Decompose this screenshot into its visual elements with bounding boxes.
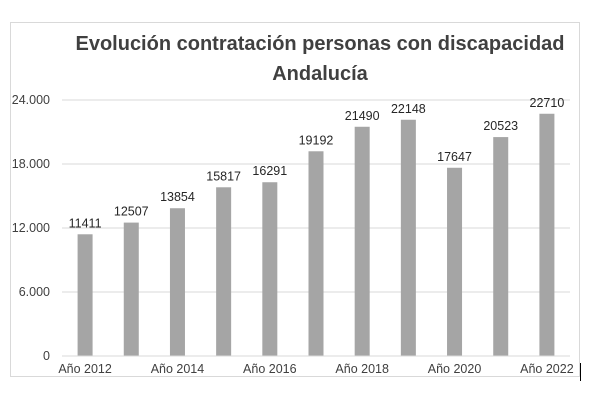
y-tick-label: 12.000: [12, 221, 50, 235]
chart-title-line-1: Evolución contratación personas con disc…: [75, 33, 564, 55]
bar-value-label: 17647: [437, 150, 472, 164]
x-tick-label: Año 2012: [58, 362, 112, 376]
x-axis: Año 2012 Año 2014 Año 2016 Año 2018 Año 2020…: [58, 355, 574, 376]
bar-value-label: 22148: [391, 102, 426, 116]
bar: [400, 119, 416, 356]
y-tick-label: 24.000: [12, 93, 50, 107]
bar: [354, 126, 370, 356]
text-cursor: [580, 363, 581, 381]
bar: [447, 167, 463, 356]
bar-value-label: 19192: [299, 133, 334, 147]
bar: [308, 151, 324, 356]
x-tick-label: Año 2022: [520, 362, 574, 376]
bars: [77, 113, 555, 356]
bar: [493, 137, 509, 356]
x-tick-label: Año 2020: [428, 362, 482, 376]
bar: [169, 208, 185, 356]
x-tick-label: Año 2018: [335, 362, 389, 376]
bar-value-label: 12507: [114, 205, 149, 219]
bar: [539, 113, 555, 356]
bar-value-label: 11411: [69, 216, 102, 230]
bar-value-label: 20523: [483, 119, 518, 133]
data-labels: 11411 12507 13854 15817 16291 19192 21490 22148…: [69, 96, 565, 231]
x-tick-label: Año 2014: [151, 362, 205, 376]
bar-value-label: 22710: [530, 96, 565, 110]
bar: [262, 182, 278, 356]
chart-title-line-2: Andalucía: [272, 63, 368, 85]
bar-value-label: 21490: [345, 109, 380, 123]
y-axis: 0 6.000 12.000 18.000 24.000: [12, 93, 50, 363]
bar-value-label: 15817: [206, 169, 241, 183]
bar-value-label: 16291: [252, 164, 287, 178]
bar: [77, 234, 93, 356]
bar-value-label: 13854: [160, 190, 195, 204]
y-tick-label: 0: [43, 349, 50, 363]
chart-frame: [10, 22, 580, 377]
bar: [216, 187, 232, 356]
bar: [123, 222, 139, 356]
x-tick-label: Año 2016: [243, 362, 297, 376]
y-tick-label: 6.000: [19, 285, 50, 299]
y-tick-label: 18.000: [12, 157, 50, 171]
